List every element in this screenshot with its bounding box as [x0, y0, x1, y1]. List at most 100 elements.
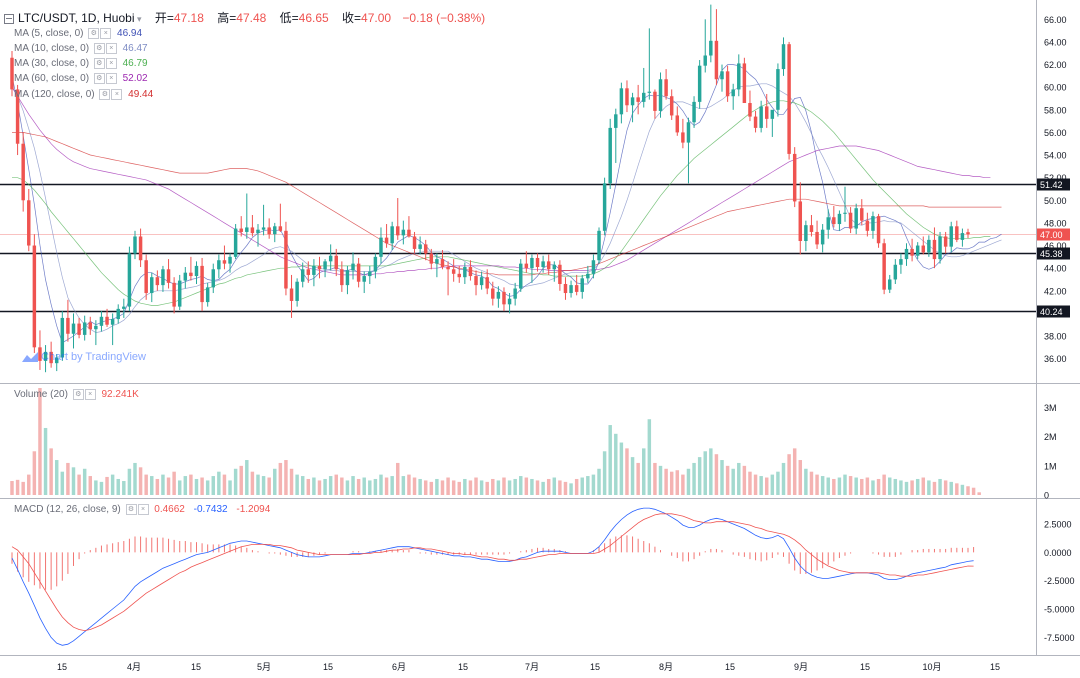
close-icon[interactable]: × — [111, 88, 123, 100]
candle[interactable] — [401, 220, 406, 245]
volume-bar[interactable] — [630, 457, 635, 495]
volume-bar[interactable] — [138, 467, 143, 495]
volume-bar[interactable] — [312, 477, 316, 495]
volume-bar[interactable] — [233, 468, 238, 495]
volume-bar[interactable] — [200, 477, 204, 495]
volume-bar[interactable] — [27, 474, 31, 495]
candle[interactable] — [535, 253, 540, 272]
volume-bar[interactable] — [412, 477, 417, 495]
candle[interactable] — [317, 256, 322, 279]
volume-bar[interactable] — [21, 481, 25, 495]
volume-bar[interactable] — [496, 480, 501, 495]
candle[interactable] — [798, 182, 803, 255]
candle[interactable] — [524, 251, 529, 273]
volume-bar[interactable] — [530, 478, 534, 495]
candle[interactable] — [692, 96, 696, 128]
candle[interactable] — [753, 110, 758, 133]
close-icon[interactable]: × — [105, 42, 117, 54]
volume-bar[interactable] — [351, 476, 355, 495]
candle[interactable] — [340, 261, 344, 292]
volume-bar[interactable] — [379, 474, 383, 495]
candle[interactable] — [228, 253, 232, 273]
candle[interactable] — [27, 188, 31, 252]
volume-bar[interactable] — [513, 478, 517, 495]
volume-bar[interactable] — [703, 451, 707, 495]
candle[interactable] — [949, 221, 953, 253]
volume-bar[interactable] — [569, 483, 573, 495]
volume-bar[interactable] — [865, 477, 870, 495]
candle[interactable] — [569, 280, 573, 298]
candle[interactable] — [781, 37, 786, 76]
candle[interactable] — [373, 253, 378, 279]
volume-bar[interactable] — [642, 448, 646, 495]
candle[interactable] — [552, 261, 557, 282]
volume-bar[interactable] — [334, 474, 338, 495]
candle[interactable] — [15, 84, 20, 156]
volume-bar[interactable] — [273, 468, 277, 495]
candle[interactable] — [71, 313, 76, 349]
candle[interactable] — [597, 227, 601, 264]
candle[interactable] — [323, 259, 327, 278]
candle[interactable] — [60, 311, 65, 361]
candle[interactable] — [910, 238, 914, 262]
candle[interactable] — [155, 270, 160, 291]
candle[interactable] — [731, 83, 735, 110]
candle[interactable] — [256, 224, 260, 247]
candle[interactable] — [848, 207, 853, 234]
volume-bar[interactable] — [418, 478, 422, 495]
volume-bar[interactable] — [390, 476, 394, 495]
candle[interactable] — [351, 252, 355, 280]
volume-bar[interactable] — [468, 480, 473, 495]
volume-bar[interactable] — [938, 478, 942, 495]
volume-bar[interactable] — [826, 477, 830, 495]
volume-bar[interactable] — [519, 476, 523, 495]
volume-bar[interactable] — [323, 478, 327, 495]
volume-bar[interactable] — [340, 477, 344, 495]
candle[interactable] — [608, 118, 612, 189]
volume-bar[interactable] — [284, 460, 288, 495]
candle[interactable] — [194, 261, 199, 284]
volume-bar[interactable] — [597, 468, 601, 495]
candle[interactable] — [669, 89, 674, 120]
candle[interactable] — [88, 316, 93, 335]
legend-ma10[interactable]: MA (10, close, 0) ⚙ × 46.47 — [14, 42, 148, 56]
candle[interactable] — [306, 261, 311, 283]
volume-bar[interactable] — [133, 462, 137, 495]
volume-bar[interactable] — [463, 478, 467, 495]
candle[interactable] — [899, 253, 903, 274]
volume-bar[interactable] — [737, 462, 741, 495]
legend-ma5[interactable]: MA (5, close, 0) ⚙ × 46.94 — [14, 27, 142, 41]
volume-bar[interactable] — [396, 462, 400, 495]
candle[interactable] — [133, 230, 137, 260]
candle[interactable] — [832, 205, 836, 228]
candle[interactable] — [943, 231, 948, 254]
candle[interactable] — [334, 248, 338, 277]
volume-bar[interactable] — [910, 480, 914, 495]
volume-bar[interactable] — [535, 480, 540, 495]
candle[interactable] — [446, 261, 450, 296]
volume-bar[interactable] — [636, 462, 640, 495]
volume-bar[interactable] — [915, 478, 920, 495]
candle[interactable] — [904, 243, 909, 266]
volume-bar[interactable] — [647, 419, 652, 495]
volume-bar[interactable] — [474, 477, 478, 495]
volume-bar[interactable] — [625, 448, 629, 495]
candle[interactable] — [10, 50, 14, 97]
volume-bar[interactable] — [669, 471, 674, 495]
candle[interactable] — [183, 267, 188, 289]
candle[interactable] — [150, 272, 154, 303]
volume-bar[interactable] — [614, 433, 618, 495]
volume-bar[interactable] — [328, 476, 333, 495]
candle[interactable] — [233, 224, 238, 260]
volume-bar[interactable] — [502, 477, 506, 495]
candle[interactable] — [653, 89, 657, 119]
candle[interactable] — [742, 57, 747, 104]
volume-bar[interactable] — [580, 477, 584, 495]
candle[interactable] — [820, 224, 825, 253]
close-icon[interactable]: × — [105, 72, 117, 84]
volume-bar[interactable] — [966, 486, 970, 495]
volume-bar[interactable] — [776, 471, 780, 495]
macd-pane[interactable] — [11, 507, 975, 646]
volume-bar[interactable] — [675, 470, 680, 495]
